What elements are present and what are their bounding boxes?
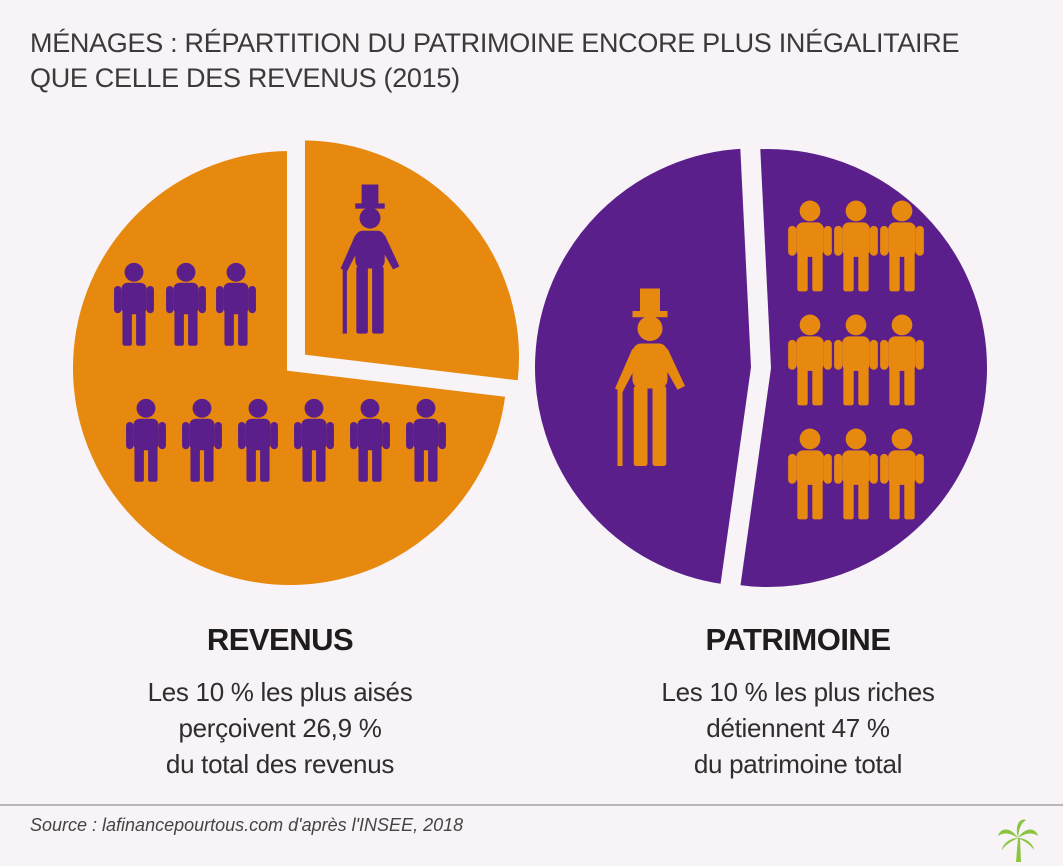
footer-divider [0,804,1063,806]
pie-revenus-person-icon [294,398,334,482]
pie-revenus [67,134,525,591]
pie-patrimoine-person-icon [788,428,832,520]
pie-patrimoine-person-icon [788,314,832,406]
pie-revenus-caption-line-2: perçoivent 26,9 % [178,713,382,743]
chart-title-line-2: QUE CELLE DES REVENUS (2015) [30,63,460,93]
pie-patrimoine-person-icon [834,200,878,292]
pie-patrimoine-rich-person-icon [615,288,685,466]
pie-patrimoine-caption: Les 10 % les plus riches détiennent 47 %… [598,674,998,782]
palm-tree-icon [998,819,1038,862]
pie-revenus-person-icon [238,398,278,482]
pie-revenus-person-icon [114,262,154,346]
chart-title: MÉNAGES : RÉPARTITION DU PATRIMOINE ENCO… [30,26,1030,96]
pie-revenus-caption: Les 10 % les plus aisés perçoivent 26,9 … [110,674,450,782]
pie-revenus-caption-line-3: du total des revenus [165,749,395,779]
pie-revenus-rich-person-icon [340,184,400,334]
pie-patrimoine-person-icon [788,200,832,292]
pie-patrimoine-heading: PATRIMOINE [705,622,891,657]
pie-revenus-heading: REVENUS [206,622,354,657]
pie-patrimoine-caption-line-3: du patrimoine total [693,749,903,779]
pie-revenus-slice-0 [298,134,525,387]
pie-patrimoine-figures [615,200,924,520]
pie-patrimoine-caption-line-1: Les 10 % les plus riches [661,677,935,707]
pie-revenus-person-icon [182,398,222,482]
pie-patrimoine-person-icon [880,200,924,292]
source-note: Source : lafinancepourtous.com d'après l… [30,815,464,835]
chart-title-line-1: MÉNAGES : RÉPARTITION DU PATRIMOINE ENCO… [30,28,960,58]
pie-revenus-caption-line-1: Les 10 % les plus aisés [147,677,413,707]
pie-charts [67,134,990,591]
pie-revenus-person-icon [350,398,390,482]
pie-revenus-person-icon [406,398,446,482]
pie-patrimoine-person-icon [880,314,924,406]
pie-revenus-person-icon [166,262,206,346]
pie-patrimoine-person-icon [834,314,878,406]
pie-revenus-figures [114,184,446,482]
pie-revenus-person-icon [126,398,166,482]
pie-patrimoine-person-icon [834,428,878,520]
pie-revenus-person-icon [216,262,256,346]
pie-revenus-slice-1 [67,144,512,591]
pie-patrimoine-person-icon [880,428,924,520]
pie-patrimoine-caption-line-2: détiennent 47 % [706,713,890,743]
